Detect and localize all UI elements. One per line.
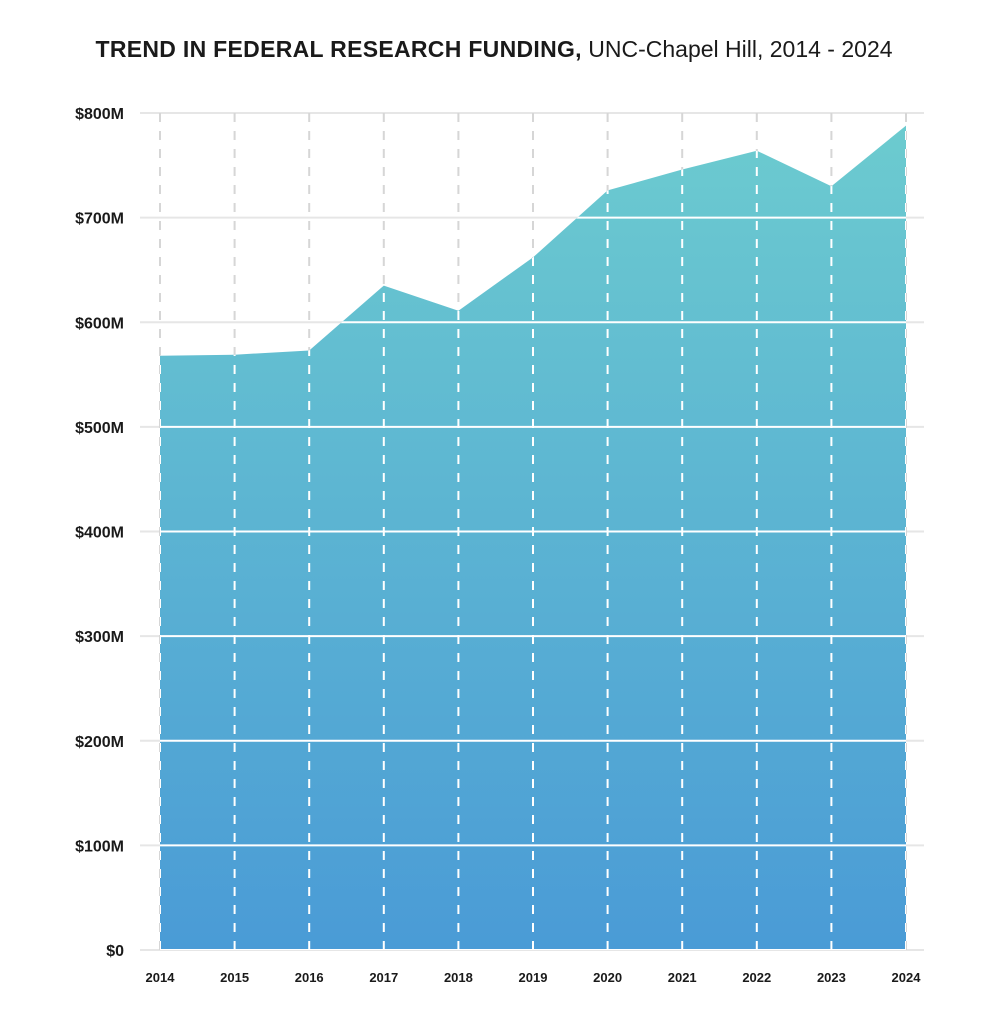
y-tick-label: $500M	[75, 420, 124, 437]
chart-title-main: TREND IN FEDERAL RESEARCH FUNDING,	[95, 36, 582, 62]
x-tick-label: 2021	[668, 970, 697, 985]
y-axis-tick-labels: $0 $100M $200M $300M $400M $500M $600M $700M $80…	[75, 106, 124, 960]
x-tick-label: 2014	[146, 970, 176, 985]
y-tick-label: $400M	[75, 525, 124, 542]
y-tick-label: $600M	[75, 315, 124, 332]
y-tick-label: $100M	[75, 838, 124, 855]
x-tick-label: 2017	[369, 970, 398, 985]
x-tick-label: 2018	[444, 970, 473, 985]
x-tick-label: 2019	[519, 970, 548, 985]
funding-area	[160, 125, 906, 951]
y-tick-label: $300M	[75, 629, 124, 646]
x-tick-label: 2020	[593, 970, 622, 985]
y-tick-label: $700M	[75, 211, 124, 228]
y-tick-label: $800M	[75, 106, 124, 123]
y-tick-label: $200M	[75, 734, 124, 751]
x-axis-tick-labels: 2014 2015 2016 2017 2018 2019 2020 2021 2022 2023…	[146, 970, 922, 985]
x-tick-label: 2022	[742, 970, 771, 985]
x-tick-label: 2023	[817, 970, 846, 985]
chart-title: TREND IN FEDERAL RESEARCH FUNDING, UNC-C…	[0, 36, 988, 63]
x-tick-label: 2015	[220, 970, 249, 985]
y-tick-label: $0	[106, 943, 124, 960]
x-tick-label: 2016	[295, 970, 324, 985]
x-tick-label: 2024	[892, 970, 922, 985]
chart-subtitle: UNC-Chapel Hill, 2014 - 2024	[588, 36, 893, 62]
